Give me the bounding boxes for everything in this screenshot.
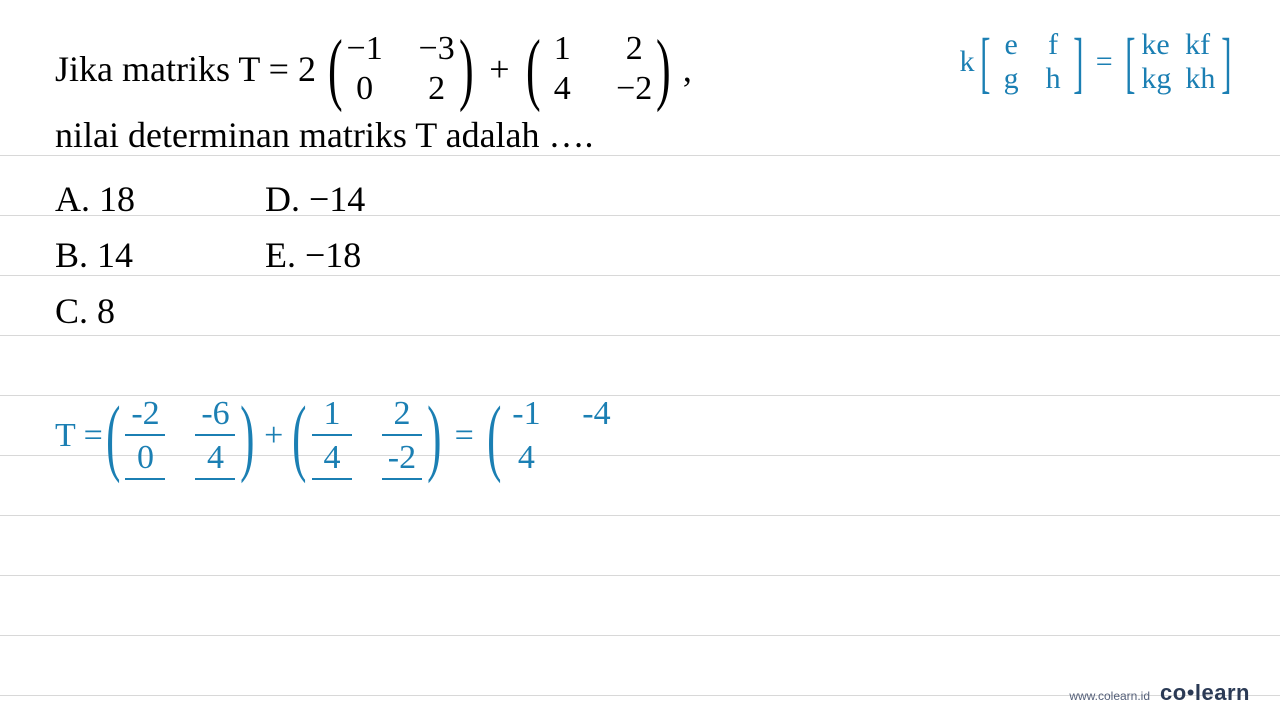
hand-eq: =: [1096, 45, 1113, 79]
mat-b-00: 1: [540, 30, 584, 68]
hrr-10: kg: [1141, 62, 1171, 96]
hrr-00: ke: [1141, 28, 1169, 62]
hw3-00: -1: [504, 395, 548, 433]
hw-eq: =: [455, 417, 474, 455]
bracket-left-2: [: [1125, 37, 1135, 87]
hr-11: h: [1039, 62, 1067, 96]
option-d: D. −14: [265, 178, 365, 220]
hw3-11: [574, 439, 618, 477]
hrr-01: kf: [1184, 28, 1212, 62]
hw-paren-l3: (: [487, 406, 501, 466]
brand-right: learn: [1195, 680, 1250, 705]
hw-paren-l1: (: [106, 406, 120, 466]
hw-paren-r2: ): [427, 406, 441, 466]
brand-dot: •: [1187, 680, 1195, 705]
paren-right: ): [656, 39, 671, 99]
hw1-01: -6: [193, 395, 237, 433]
option-e: E. −18: [265, 234, 365, 276]
plus-sign: +: [489, 48, 509, 90]
paren-left: (: [328, 39, 343, 99]
hrr-11: kh: [1185, 62, 1215, 96]
mat-b-11: −2: [612, 70, 656, 108]
hw-paren-r1: ): [241, 406, 255, 466]
problem-prefix: Jika matriks T = 2: [55, 48, 316, 90]
option-c: C. 8: [55, 290, 135, 332]
hw1-10: 0: [123, 439, 167, 477]
comma: ,: [683, 48, 692, 90]
hw1-00: -2: [123, 395, 167, 433]
handwriting-scalar-rule: k [ e f g h ] = [ ke kf kg kh ]: [959, 28, 1230, 96]
option-a: A. 18: [55, 178, 135, 220]
handwriting-work: T = ( -2 -6 0 4 ) + ( 1 2 4 -2 ) = ( -1 …: [55, 395, 618, 477]
hw2-10: 4: [310, 439, 354, 477]
hw3-10: 4: [504, 439, 548, 477]
hw2-00: 1: [310, 395, 354, 433]
bracket-right-2: ]: [1222, 37, 1232, 87]
brand-left: co: [1160, 680, 1187, 705]
hand-k: k: [959, 45, 974, 79]
mat-a-01: −3: [415, 30, 459, 68]
option-b: B. 14: [55, 234, 135, 276]
bracket-left: [: [981, 37, 991, 87]
hr-00: e: [997, 28, 1025, 62]
mat-a-10: 0: [343, 70, 387, 108]
problem-line-2: nilai determinan matriks T adalah ….: [55, 114, 1240, 156]
hr-01: f: [1039, 28, 1067, 62]
hw2-11: -2: [380, 439, 424, 477]
hw-plus: +: [264, 417, 283, 455]
paren-left: (: [526, 39, 541, 99]
mat-b-01: 2: [612, 30, 656, 68]
hw3-01: -4: [574, 395, 618, 433]
mat-b-10: 4: [540, 70, 584, 108]
bracket-right: ]: [1073, 37, 1083, 87]
logo-url: www.colearn.id: [1069, 689, 1150, 703]
colearn-logo: www.colearn.id co•learn: [1069, 680, 1250, 706]
logo-brand: co•learn: [1160, 680, 1250, 706]
mat-a-00: −1: [343, 30, 387, 68]
hw1-11: 4: [193, 439, 237, 477]
hr-10: g: [997, 62, 1025, 96]
paren-right: ): [459, 39, 474, 99]
mat-a-11: 2: [415, 70, 459, 108]
matrix-a: ( −1 −3 0 2 ): [322, 30, 479, 108]
hw-paren-l2: (: [292, 406, 306, 466]
answer-options: A. 18 B. 14 C. 8 D. −14 E. −18: [55, 178, 1240, 332]
hw-lhs: T =: [55, 417, 103, 455]
hw2-01: 2: [380, 395, 424, 433]
matrix-b: ( 1 2 4 −2 ): [520, 30, 677, 108]
